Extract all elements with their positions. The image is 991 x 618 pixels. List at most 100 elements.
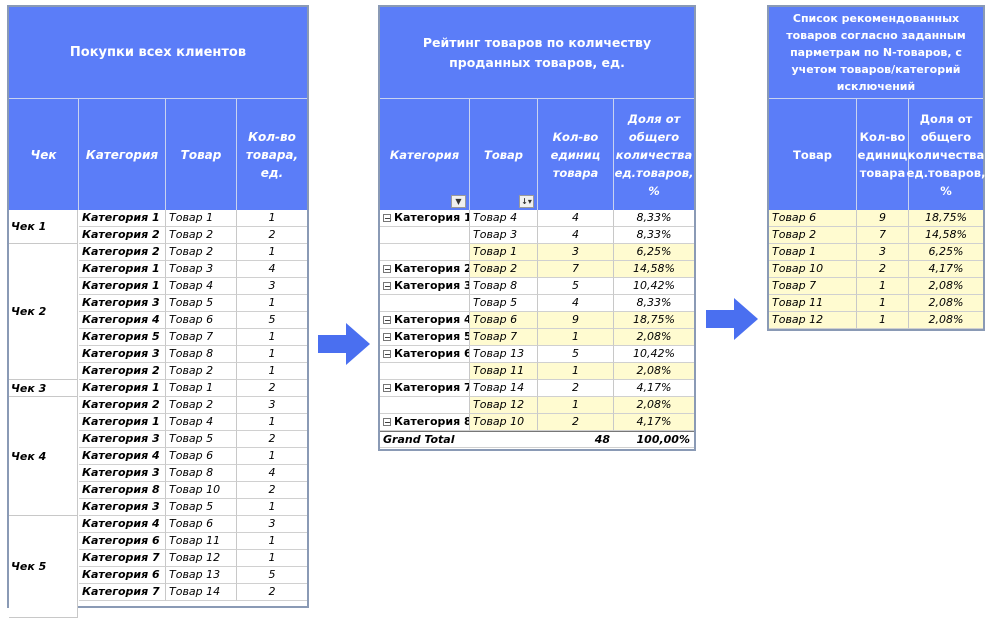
qty-cell: 1 (237, 210, 307, 227)
item-cell: Товар 13 (166, 567, 237, 584)
table3-title: Список рекомендованных товаров согласно … (769, 7, 983, 99)
share-cell: 6,25% (614, 244, 694, 261)
category-cell: Категория 1 (79, 210, 166, 227)
category-cell: Категория 3 (79, 346, 166, 363)
qty-cell: 7 (538, 261, 614, 278)
share-cell: 2,08% (909, 278, 983, 295)
check-label: Чек 2 (9, 244, 78, 380)
table-row: Категория 6 Товар 13 5 (79, 567, 307, 584)
qty-cell: 7 (857, 227, 909, 244)
category-cell: Категория 8 (79, 482, 166, 499)
sort-filter-icon[interactable]: ↓▾ (519, 195, 534, 208)
recommended-row: Товар 2 7 14,58% (769, 227, 983, 244)
category-cell: Категория 1 (79, 278, 166, 295)
share-cell: 8,33% (614, 227, 694, 244)
item-cell: Товар 11 (166, 533, 237, 550)
table-row: Категория 8 Товар 10 2 (79, 482, 307, 499)
item-cell: Товар 7 (769, 278, 857, 295)
qty-cell: 2 (237, 584, 307, 601)
grand-total-qty: 48 (538, 432, 614, 448)
item-cell: Товар 4 (166, 278, 237, 295)
category-label: Категория 7 (394, 381, 470, 394)
collapse-icon[interactable]: − (383, 316, 391, 325)
header-item: Товар (769, 99, 857, 210)
category-cell: − Категория 4 (380, 312, 470, 329)
collapse-icon[interactable]: − (383, 350, 391, 359)
qty-cell: 9 (857, 210, 909, 227)
category-cell: Категория 2 (79, 244, 166, 261)
qty-cell: 4 (237, 465, 307, 482)
qty-cell: 4 (237, 261, 307, 278)
category-cell: Категория 2 (79, 397, 166, 414)
category-cell: Категория 1 (79, 414, 166, 431)
category-label: Категория 5 (394, 330, 470, 343)
pivot-row: − Категория 6 Товар 13 5 10,42% (380, 346, 694, 363)
category-label: Категория 2 (394, 262, 470, 275)
grand-total-label: Grand Total (380, 432, 538, 448)
qty-cell: 1 (857, 278, 909, 295)
share-cell: 4,17% (909, 261, 983, 278)
item-cell: Товар 6 (166, 312, 237, 329)
header-category[interactable]: Категория ▼ (380, 99, 470, 210)
qty-cell: 3 (237, 516, 307, 533)
table2-header: Категория ▼ Товар ↓▾ Кол-во единиц товар… (380, 99, 694, 210)
qty-cell: 4 (538, 295, 614, 312)
collapse-icon[interactable]: − (383, 418, 391, 427)
qty-cell: 3 (237, 278, 307, 295)
category-label: Категория 1 (394, 211, 470, 224)
qty-cell: 1 (237, 550, 307, 567)
share-cell: 4,17% (614, 380, 694, 397)
category-cell (380, 244, 470, 261)
item-cell: Товар 10 (470, 414, 538, 431)
category-cell: Категория 3 (79, 295, 166, 312)
collapse-icon[interactable]: − (383, 333, 391, 342)
collapse-icon[interactable]: − (383, 214, 391, 223)
pivot-row: Товар 1 3 6,25% (380, 244, 694, 261)
filter-dropdown-icon[interactable]: ▼ (451, 195, 466, 208)
arrow-right-icon (318, 323, 370, 365)
category-label: Категория 4 (394, 313, 470, 326)
item-cell: Товар 3 (166, 261, 237, 278)
qty-cell: 4 (538, 227, 614, 244)
share-cell: 2,08% (614, 363, 694, 380)
category-cell (380, 397, 470, 414)
header-share: Доля от общего количества ед.товаров, % (614, 111, 694, 198)
table1-header: Чек Категория Товар Кол-во товара, ед. (9, 99, 307, 210)
collapse-icon[interactable]: − (383, 384, 391, 393)
category-cell: Категория 3 (79, 465, 166, 482)
item-cell: Товар 1 (166, 210, 237, 227)
qty-cell: 1 (237, 329, 307, 346)
share-cell: 6,25% (909, 244, 983, 261)
header-share: Доля от общего количества ед.товаров, % (906, 111, 986, 198)
category-cell: − Категория 3 (380, 278, 470, 295)
qty-cell: 3 (857, 244, 909, 261)
header-check: Чек (9, 99, 79, 210)
qty-cell: 1 (538, 329, 614, 346)
category-cell: Категория 1 (79, 380, 166, 397)
collapse-icon[interactable]: − (383, 282, 391, 291)
arrow-right-icon (706, 298, 758, 340)
pivot-row: − Категория 5 Товар 7 1 2,08% (380, 329, 694, 346)
share-cell: 8,33% (614, 295, 694, 312)
item-cell: Товар 2 (166, 227, 237, 244)
item-cell: Товар 2 (769, 227, 857, 244)
check-label: Чек 5 (9, 516, 78, 618)
header-item[interactable]: Товар ↓▾ (470, 99, 538, 210)
item-cell: Товар 8 (166, 465, 237, 482)
category-cell: Категория 7 (79, 550, 166, 567)
category-label: Категория 6 (394, 347, 470, 360)
header-qty: Кол-во единиц товара (538, 99, 614, 210)
qty-cell: 1 (538, 363, 614, 380)
item-cell: Товар 13 (470, 346, 538, 363)
item-cell: Товар 8 (166, 346, 237, 363)
collapse-icon[interactable]: − (383, 265, 391, 274)
qty-cell: 1 (538, 397, 614, 414)
category-cell: − Категория 6 (380, 346, 470, 363)
